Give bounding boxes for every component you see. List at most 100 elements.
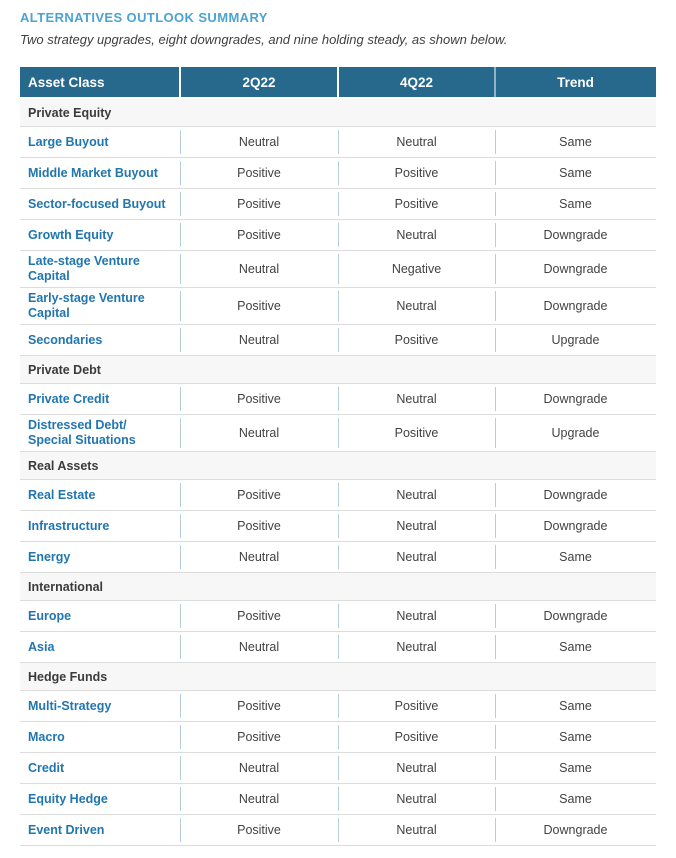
q2-2022-rating-cell: Neutral — [180, 542, 338, 572]
q4-2022-rating-cell: Neutral — [338, 632, 495, 662]
q4-2022-rating-cell: Neutral — [338, 511, 495, 541]
section-row: Private Equity — [20, 99, 656, 127]
q4-2022-rating-cell: Positive — [338, 158, 495, 188]
q2-2022-rating-cell: Positive — [180, 722, 338, 752]
table-row: Private Credit Positive Neutral Downgrade — [20, 384, 656, 415]
trend-cell: Upgrade — [495, 415, 656, 451]
asset-class-link[interactable]: Large Buyout — [28, 134, 109, 149]
asset-class-link[interactable]: Sector-focused Buyout — [28, 196, 166, 211]
q4-2022-rating-cell: Neutral — [338, 220, 495, 250]
trend-cell: Downgrade — [495, 384, 656, 414]
q2-2022-rating-cell: Positive — [180, 601, 338, 631]
q2-2022-rating-cell: Positive — [180, 815, 338, 845]
q2-2022-rating-cell: Neutral — [180, 251, 338, 287]
trend-cell: Downgrade — [495, 815, 656, 845]
asset-class-link[interactable]: Secondaries — [28, 332, 103, 347]
asset-class-link[interactable]: Equity Hedge — [28, 791, 108, 806]
q4-2022-rating-cell: Neutral — [338, 288, 495, 324]
trend-cell: Same — [495, 722, 656, 752]
table-row: Late-stage Venture Capital Neutral Negativ… — [20, 251, 656, 288]
asset-class-link[interactable]: Infrastructure — [28, 518, 110, 533]
table-row: Equity Hedge Neutral Neutral Same — [20, 784, 656, 815]
asset-class-link[interactable]: Asia — [28, 639, 55, 654]
table-row: Secondaries Neutral Positive Upgrade — [20, 325, 656, 356]
page-subtitle: Two strategy upgrades, eight downgrades,… — [20, 32, 508, 47]
section-row: International — [20, 573, 656, 601]
trend-cell: Same — [495, 542, 656, 572]
asset-class-link[interactable]: Growth Equity — [28, 227, 114, 242]
table-row: Asia Neutral Neutral Same — [20, 632, 656, 663]
table-row: Europe Positive Neutral Downgrade — [20, 601, 656, 632]
q2-2022-rating-cell: Positive — [180, 158, 338, 188]
q2-2022-rating-cell: Neutral — [180, 632, 338, 662]
table-header-row: Asset Class 2Q22 4Q22 Trend — [20, 67, 656, 99]
section-row: Hedge Funds — [20, 663, 656, 691]
q2-2022-rating-cell: Neutral — [180, 127, 338, 157]
q4-2022-rating-cell: Neutral — [338, 753, 495, 783]
alternatives-outlook-table: Asset Class 2Q22 4Q22 Trend Private Equi… — [20, 67, 656, 846]
trend-cell: Upgrade — [495, 325, 656, 355]
q4-2022-rating-cell: Neutral — [338, 384, 495, 414]
asset-class-link[interactable]: Real Estate — [28, 487, 96, 502]
q2-2022-rating-cell: Positive — [180, 189, 338, 219]
q4-2022-rating-cell: Positive — [338, 415, 495, 451]
trend-cell: Same — [495, 753, 656, 783]
section-row: Private Debt — [20, 356, 656, 384]
table-row: Real Estate Positive Neutral Downgrade — [20, 480, 656, 511]
q4-2022-rating-cell: Positive — [338, 691, 495, 721]
asset-class-link[interactable]: Private Credit — [28, 391, 110, 406]
table-row: Energy Neutral Neutral Same — [20, 542, 656, 573]
q2-2022-rating-cell: Positive — [180, 220, 338, 250]
column-header-trend: Trend — [494, 67, 656, 97]
asset-class-link[interactable]: Event Driven — [28, 822, 105, 837]
trend-cell: Same — [495, 632, 656, 662]
q2-2022-rating-cell: Neutral — [180, 325, 338, 355]
q4-2022-rating-cell: Negative — [338, 251, 495, 287]
trend-cell: Same — [495, 127, 656, 157]
table-row: Distressed Debt/ Special Situations Neutr… — [20, 415, 656, 452]
q2-2022-rating-cell: Neutral — [180, 784, 338, 814]
asset-class-link[interactable]: Middle Market Buyout — [28, 165, 158, 180]
trend-cell: Downgrade — [495, 511, 656, 541]
q4-2022-rating-cell: Neutral — [338, 784, 495, 814]
q2-2022-rating-cell: Positive — [180, 288, 338, 324]
q4-2022-rating-cell: Positive — [338, 325, 495, 355]
q2-2022-rating-cell: Neutral — [180, 415, 338, 451]
asset-class-link[interactable]: Distressed Debt/ Special Situations — [28, 418, 136, 447]
trend-cell: Same — [495, 189, 656, 219]
q4-2022-rating-cell: Positive — [338, 189, 495, 219]
column-header-2q22: 2Q22 — [179, 67, 338, 97]
table-row: Sector-focused Buyout Positive Positive Sam… — [20, 189, 656, 220]
q4-2022-rating-cell: Neutral — [338, 480, 495, 510]
q4-2022-rating-cell: Neutral — [338, 601, 495, 631]
table-row: Growth Equity Positive Neutral Downgrade — [20, 220, 656, 251]
q2-2022-rating-cell: Neutral — [180, 753, 338, 783]
asset-class-link[interactable]: Multi-Strategy — [28, 698, 112, 713]
table-row: Macro Positive Positive Same — [20, 722, 656, 753]
q4-2022-rating-cell: Neutral — [338, 542, 495, 572]
trend-cell: Downgrade — [495, 601, 656, 631]
table-row: Large Buyout Neutral Neutral Same — [20, 127, 656, 158]
trend-cell: Downgrade — [495, 251, 656, 287]
q4-2022-rating-cell: Positive — [338, 722, 495, 752]
asset-class-link[interactable]: Europe — [28, 608, 72, 623]
q4-2022-rating-cell: Neutral — [338, 127, 495, 157]
trend-cell: Same — [495, 158, 656, 188]
asset-class-link[interactable]: Macro — [28, 729, 65, 744]
q2-2022-rating-cell: Positive — [180, 691, 338, 721]
section-row: Real Assets — [20, 452, 656, 480]
table-row: Infrastructure Positive Neutral Downgrade — [20, 511, 656, 542]
trend-cell: Same — [495, 784, 656, 814]
table-body: Private Equity Large Buyout Neutral Neutral… — [20, 99, 656, 846]
table-row: Middle Market Buyout Positive Positive Same — [20, 158, 656, 189]
table-row: Event Driven Positive Neutral Downgrade — [20, 815, 656, 846]
q2-2022-rating-cell: Positive — [180, 384, 338, 414]
asset-class-link[interactable]: Credit — [28, 760, 65, 775]
column-header-asset-class: Asset Class — [28, 74, 105, 90]
trend-cell: Downgrade — [495, 220, 656, 250]
asset-class-link[interactable]: Late-stage Venture Capital — [28, 254, 140, 283]
asset-class-link[interactable]: Early-stage Venture Capital — [28, 291, 145, 320]
asset-class-link[interactable]: Energy — [28, 549, 71, 564]
table-row: Multi-Strategy Positive Positive Same — [20, 691, 656, 722]
